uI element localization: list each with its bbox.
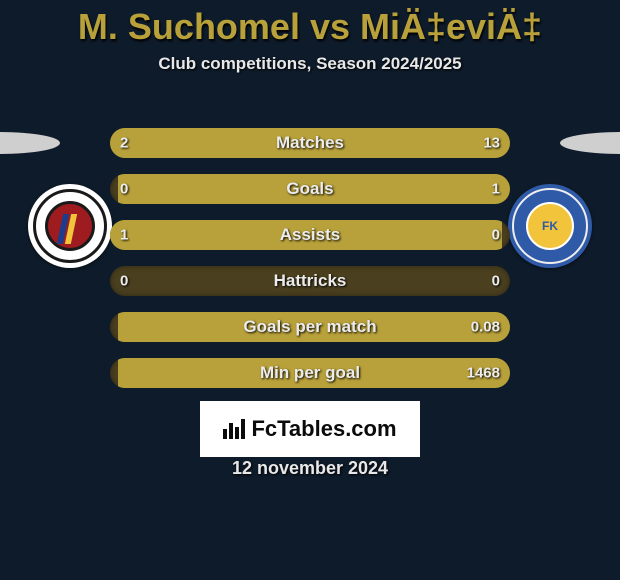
stat-value-left: 0 bbox=[120, 181, 128, 198]
stat-value-left: 1 bbox=[120, 227, 128, 244]
stat-label: Hattricks bbox=[110, 266, 510, 296]
stat-value-left: 2 bbox=[120, 135, 128, 152]
chart-icon bbox=[223, 419, 245, 439]
stat-bar: Matches2 13 bbox=[110, 128, 510, 158]
stat-bar: Hattricks0 0 bbox=[110, 266, 510, 296]
stat-value-left: 0 bbox=[120, 273, 128, 290]
stat-bar: Goals per match0.08 bbox=[110, 312, 510, 342]
right-team-badge: FK bbox=[508, 184, 592, 268]
stat-bar: Min per goal1468 bbox=[110, 358, 510, 388]
stat-bar: Assists1 0 bbox=[110, 220, 510, 250]
brand-text: FcTables.com bbox=[251, 416, 396, 442]
stat-value-right: 0 bbox=[492, 227, 500, 244]
page-title: M. Suchomel vs MiÄ‡eviÄ‡ bbox=[0, 6, 620, 48]
page-subtitle: Club competitions, Season 2024/2025 bbox=[0, 54, 620, 74]
stat-label: Matches bbox=[110, 128, 510, 158]
left-team-badge bbox=[28, 184, 112, 268]
stat-bars: Matches213Goals01Assists10Hattricks00Goa… bbox=[110, 128, 510, 404]
stat-label: Min per goal bbox=[110, 358, 510, 388]
date-label: 12 november 2024 bbox=[0, 458, 620, 479]
stat-value-right: 0 bbox=[492, 273, 500, 290]
stat-label: Assists bbox=[110, 220, 510, 250]
stat-bar: Goals0 1 bbox=[110, 174, 510, 204]
stat-value-right: 0.08 bbox=[471, 319, 500, 336]
stat-value-right: 1468 bbox=[467, 365, 500, 382]
left-team-monogram bbox=[45, 201, 95, 251]
stat-label: Goals per match bbox=[110, 312, 510, 342]
brand-box[interactable]: FcTables.com bbox=[200, 401, 420, 457]
stat-value-right: 13 bbox=[483, 135, 500, 152]
stat-value-right: 1 bbox=[492, 181, 500, 198]
right-ellipse-decor bbox=[560, 132, 620, 154]
stat-label: Goals bbox=[110, 174, 510, 204]
left-ellipse-decor bbox=[0, 132, 60, 154]
